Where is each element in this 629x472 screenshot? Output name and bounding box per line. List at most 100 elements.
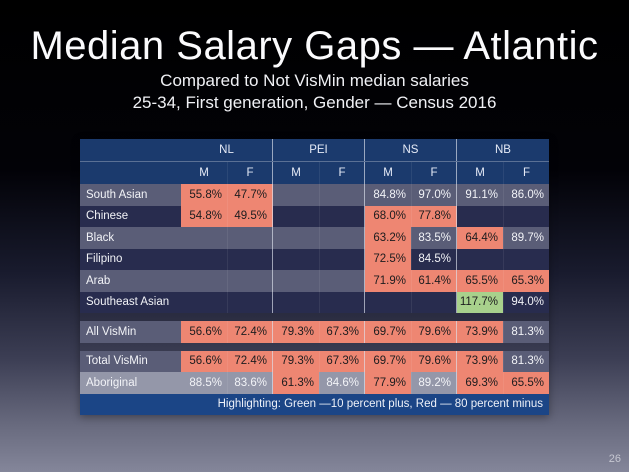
table-cell: 91.1% (457, 184, 503, 206)
table-cell (181, 227, 227, 249)
column-header-nl-f: F (227, 162, 273, 184)
table-cell (503, 248, 549, 270)
table-cell: 49.5% (227, 205, 273, 227)
page-number: 26 (608, 453, 621, 465)
table-row-arab: Arab 71.9% 61.4% 65.5% 65.3% (80, 270, 549, 292)
table-cell: 69.7% (365, 321, 411, 343)
row-label: Total VisMin (80, 350, 181, 372)
table-cell: 84.8% (365, 184, 411, 206)
table-cell (273, 248, 319, 270)
table-cell (365, 291, 411, 313)
table-cell: 79.6% (411, 350, 457, 372)
row-label: Chinese (80, 205, 181, 227)
table-cell: 71.9% (365, 270, 411, 292)
table-cell: 65.5% (457, 270, 503, 292)
table-cell (319, 205, 365, 227)
table-row-aboriginal: Aboriginal 88.5% 83.6% 61.3% 84.6% 77.9% 89.2%… (80, 372, 549, 394)
column-header-ns-m: M (383, 167, 393, 179)
header-province-row: NL PEI NS NB (80, 139, 549, 162)
table-row-black: Black 63.2% 83.5% 64.4% 89.7% (80, 227, 549, 249)
table-cell: 84.6% (319, 372, 365, 394)
table-cell (273, 205, 319, 227)
table-cell: 64.4% (457, 227, 503, 249)
table-cell: 56.6% (181, 350, 227, 372)
table-cell: 61.3% (273, 372, 319, 394)
table-cell: 73.9% (457, 321, 503, 343)
row-label: All VisMin (80, 321, 181, 343)
row-label: Arab (80, 270, 181, 292)
table-row-all-vismin: All VisMin 56.6% 72.4% 79.3% 67.3% 69.7% 79.6%… (80, 321, 549, 343)
table-cell (503, 205, 549, 227)
salary-gap-table: NL PEI NS NB M F M F M F M F South Asian 55.8% 47.7% 84… (80, 139, 549, 415)
table-cell: 77.9% (365, 372, 411, 394)
column-header-pei-f: F (319, 162, 365, 184)
table-cell (319, 184, 365, 206)
table-cell: 79.3% (273, 321, 319, 343)
row-label: South Asian (80, 184, 181, 206)
table-cell: 86.0% (503, 184, 549, 206)
table-cell: 72.4% (227, 321, 273, 343)
table-cell: 55.8% (181, 184, 227, 206)
table-cell: 63.2% (365, 227, 411, 249)
table-cell (319, 227, 365, 249)
column-header-nb-m: M (475, 167, 485, 179)
row-label: Aboriginal (80, 372, 181, 394)
table-cell: 68.0% (365, 205, 411, 227)
slide-subtitle-line1: Compared to Not VisMin median salaries (160, 71, 469, 90)
row-label: Southeast Asian (80, 291, 181, 313)
table-row-total-vismin: Total VisMin 56.6% 72.4% 79.3% 67.3% 69.7% 79.… (80, 350, 549, 372)
table-cell: 47.7% (227, 184, 273, 206)
column-header-nl-m: M (199, 167, 209, 179)
table-cell (319, 270, 365, 292)
table-cell (181, 291, 227, 313)
table-cell: 69.3% (457, 372, 503, 394)
table-cell (319, 248, 365, 270)
table-cell: 81.3% (503, 350, 549, 372)
table-cell: 69.7% (365, 350, 411, 372)
row-label: Black (80, 227, 181, 249)
table-cell: 83.6% (227, 372, 273, 394)
column-header-pei-m: M (291, 167, 301, 179)
table-cell (457, 205, 503, 227)
table-row-southeast-asian: Southeast Asian 117.7% 94.0% (80, 291, 549, 313)
column-header-nb-f: F (503, 162, 549, 184)
table-cell (227, 270, 273, 292)
table-cell (227, 291, 273, 313)
table-cell: 67.3% (319, 350, 365, 372)
highlight-legend: Highlighting: Green —10 percent plus, Re… (80, 393, 549, 415)
table-cell: 84.5% (411, 248, 457, 270)
corner-cell (80, 162, 181, 184)
table-cell: 89.2% (411, 372, 457, 394)
table-cell: 89.7% (503, 227, 549, 249)
table-cell: 117.7% (457, 291, 503, 313)
table-cell: 65.3% (503, 270, 549, 292)
table-cell: 77.8% (411, 205, 457, 227)
table-cell (227, 248, 273, 270)
corner-cell (80, 139, 181, 161)
table-cell (273, 270, 319, 292)
column-group-pei: PEI (273, 139, 365, 161)
table-cell: 61.4% (411, 270, 457, 292)
slide-subtitle-line2: 25-34, First generation, Gender — Census… (132, 93, 497, 112)
table-cell (273, 184, 319, 206)
table-spacer (80, 313, 549, 321)
table-cell (457, 248, 503, 270)
table-row-south-asian: South Asian 55.8% 47.7% 84.8% 97.0% 91.1% 86.0… (80, 184, 549, 206)
table-cell: 83.5% (411, 227, 457, 249)
table-cell: 97.0% (411, 184, 457, 206)
table-cell (227, 227, 273, 249)
table-cell: 79.3% (273, 350, 319, 372)
table-cell (411, 291, 457, 313)
row-label: Filipino (80, 248, 181, 270)
table-cell (319, 291, 365, 313)
table-cell: 65.5% (503, 372, 549, 394)
table-cell (273, 227, 319, 249)
table-cell (181, 248, 227, 270)
slide-title: Median Salary Gaps — Atlantic (30, 24, 599, 68)
table-cell (273, 291, 319, 313)
table-cell: 79.6% (411, 321, 457, 343)
table-cell: 56.6% (181, 321, 227, 343)
table-cell: 72.4% (227, 350, 273, 372)
column-group-nb: NB (495, 144, 511, 156)
